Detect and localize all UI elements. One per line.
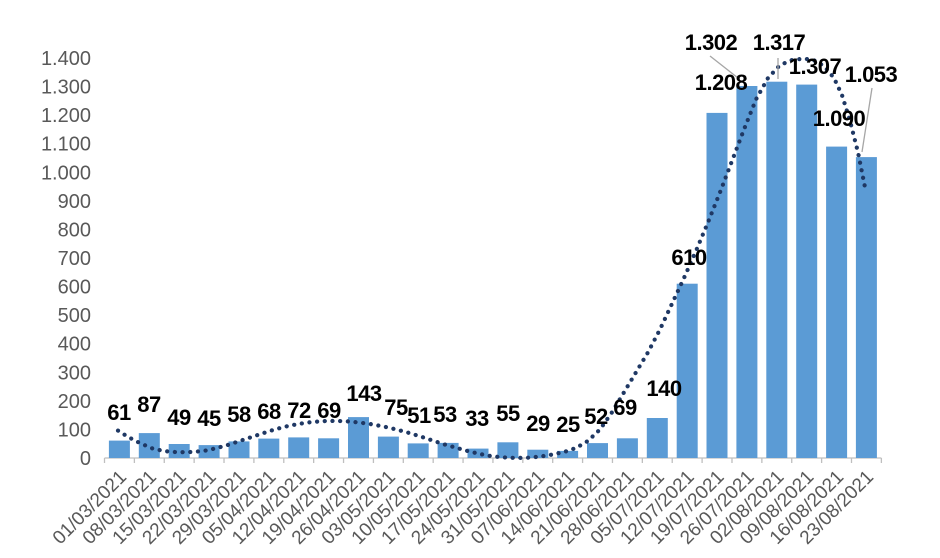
y-axis-label: 1.100 bbox=[41, 134, 91, 156]
y-axis-label: 800 bbox=[58, 219, 91, 241]
data-label: 51 bbox=[407, 403, 431, 428]
y-axis-label: 1.000 bbox=[41, 162, 91, 184]
bar-23/08/2021 bbox=[855, 157, 877, 458]
y-axis-label: 0 bbox=[80, 448, 91, 470]
bar-09/08/2021 bbox=[796, 84, 818, 458]
bar-07/06/2021 bbox=[527, 449, 549, 458]
y-axis-label: 100 bbox=[58, 419, 91, 441]
y-axis-label: 1.200 bbox=[41, 105, 91, 127]
bar-26/07/2021 bbox=[736, 86, 758, 458]
bar-21/06/2021 bbox=[587, 443, 608, 458]
bar-01/03/2021 bbox=[108, 440, 130, 458]
bar-16/08/2021 bbox=[826, 146, 848, 458]
data-label: 61 bbox=[107, 400, 131, 425]
data-label: 75 bbox=[384, 395, 408, 420]
bar-15/03/2021 bbox=[168, 444, 190, 458]
data-label: 72 bbox=[287, 398, 311, 423]
bar-05/07/2021 bbox=[646, 418, 668, 458]
bar-02/08/2021 bbox=[766, 81, 788, 458]
data-label: 49 bbox=[167, 405, 191, 430]
bar-19/04/2021 bbox=[318, 438, 340, 458]
data-label: 33 bbox=[465, 406, 489, 431]
bar-12/07/2021 bbox=[676, 283, 698, 458]
data-label: 55 bbox=[496, 401, 520, 426]
y-axis-label: 900 bbox=[58, 191, 91, 213]
y-axis-label: 200 bbox=[58, 391, 91, 413]
y-axis-label: 400 bbox=[58, 334, 91, 356]
bar-05/04/2021 bbox=[258, 438, 280, 458]
data-label-leader-line bbox=[709, 55, 739, 79]
data-label: 1.208 bbox=[695, 70, 748, 95]
data-label-leader-line bbox=[861, 87, 873, 153]
y-axis-label: 600 bbox=[58, 277, 91, 299]
y-axis-label: 1.400 bbox=[41, 48, 91, 70]
data-label: 87 bbox=[137, 392, 161, 417]
bar-08/03/2021 bbox=[138, 433, 160, 458]
bar-12/04/2021 bbox=[288, 437, 310, 458]
data-label: 1.053 bbox=[845, 62, 898, 87]
data-label: 68 bbox=[257, 399, 281, 424]
y-axis-label: 300 bbox=[58, 362, 91, 384]
data-label: 69 bbox=[317, 398, 341, 423]
bar-17/05/2021 bbox=[437, 442, 459, 458]
bar-10/05/2021 bbox=[407, 443, 429, 458]
y-axis-label: 700 bbox=[58, 248, 91, 270]
data-label: 29 bbox=[526, 411, 550, 436]
bar-31/05/2021 bbox=[497, 442, 519, 458]
data-label: 1.307 bbox=[789, 54, 842, 79]
data-label: 69 bbox=[613, 395, 637, 420]
data-label: 1.302 bbox=[685, 30, 738, 55]
y-axis-label: 1.300 bbox=[41, 77, 91, 99]
bar-24/05/2021 bbox=[467, 448, 489, 458]
data-label: 140 bbox=[646, 376, 681, 401]
data-label: 53 bbox=[433, 402, 457, 427]
data-label: 58 bbox=[227, 402, 251, 427]
bar-28/06/2021 bbox=[616, 438, 638, 458]
bar-22/03/2021 bbox=[198, 445, 220, 458]
data-label: 610 bbox=[671, 245, 706, 270]
bar-26/04/2021 bbox=[348, 417, 369, 458]
bar-14/06/2021 bbox=[557, 450, 579, 458]
data-label: 25 bbox=[556, 412, 580, 437]
data-label: 1.317 bbox=[753, 30, 806, 55]
data-label: 45 bbox=[197, 406, 221, 431]
bar-19/07/2021 bbox=[706, 112, 728, 459]
data-label: 143 bbox=[346, 381, 381, 406]
data-label: 1.090 bbox=[813, 106, 866, 131]
bar-03/05/2021 bbox=[377, 436, 399, 458]
trendline-dotted bbox=[115, 56, 869, 461]
data-label: 52 bbox=[584, 404, 608, 429]
bar-29/03/2021 bbox=[228, 441, 250, 458]
y-axis-label: 500 bbox=[58, 305, 91, 327]
